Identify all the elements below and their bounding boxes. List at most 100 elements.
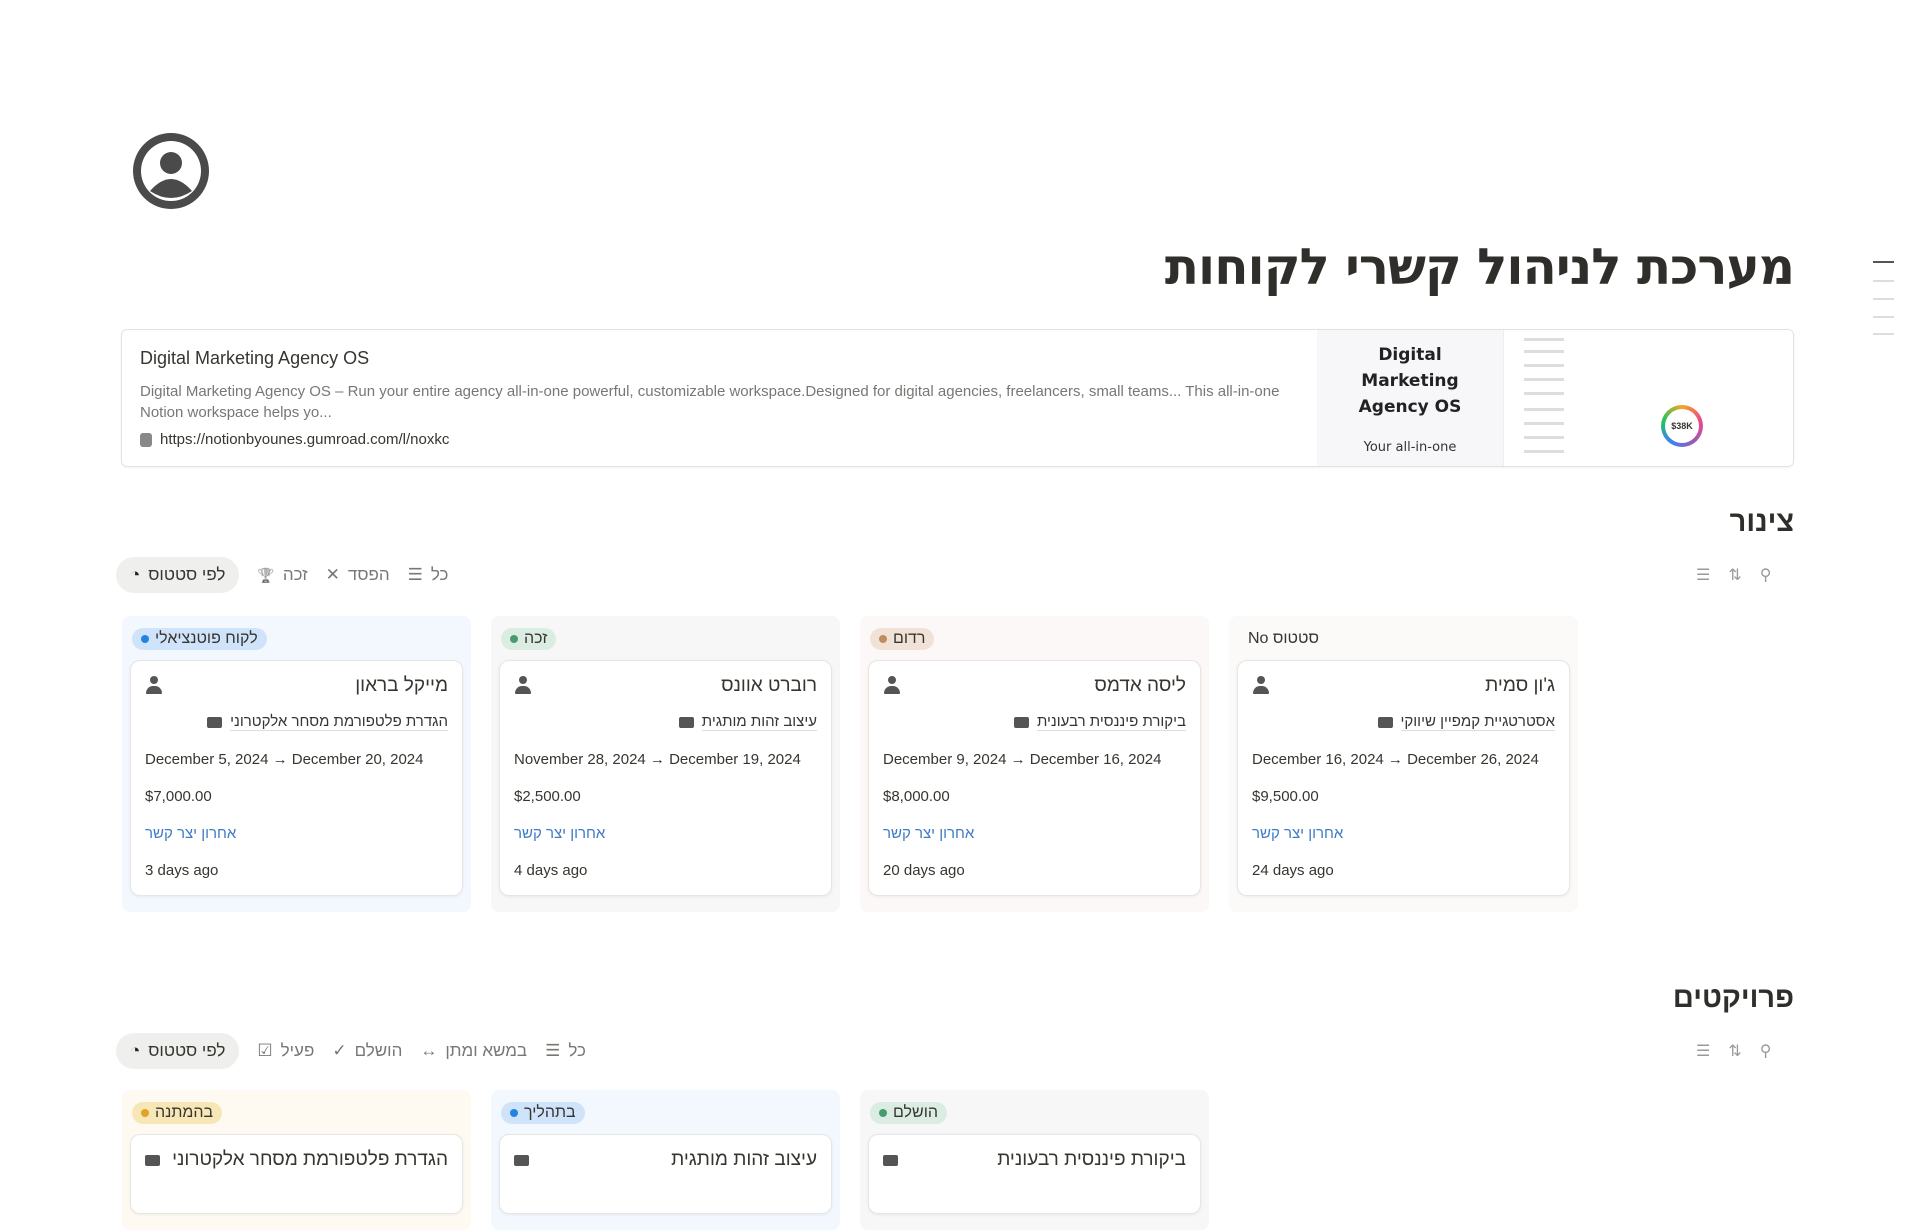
- status-dot-icon: [510, 635, 518, 643]
- board-card[interactable]: ליסה אדמס ביקורת פיננסית רבעונית Decembe…: [868, 660, 1201, 896]
- bookmark-preview-image: $38K: [1503, 330, 1793, 466]
- column-status-pill[interactable]: לקוח פוטנציאלי: [132, 628, 267, 650]
- column-status-pill[interactable]: הושלם: [870, 1102, 947, 1124]
- card-title: רוברט אוונס: [721, 675, 817, 696]
- pipeline-view-tabs: ◔ לפי סטטוס 🏆 זכה ✕ הפסד ☰ כל: [116, 555, 448, 595]
- card-project[interactable]: עיצוב זהות מותגית: [701, 713, 817, 731]
- folder-icon: [1377, 716, 1393, 728]
- view-tab-label: זכה: [282, 565, 308, 584]
- column-label: בתהליך: [524, 1104, 576, 1121]
- filter-icon[interactable]: ☰: [1696, 1043, 1711, 1060]
- sort-icon[interactable]: ⇅: [1728, 567, 1742, 584]
- outline-marker[interactable]: [1873, 316, 1894, 318]
- board-card[interactable]: ג'ון סמית אסטרטגיית קמפיין שיווקי Decemb…: [1237, 660, 1570, 896]
- view-tab-label: כל: [430, 565, 449, 584]
- favicon-icon: [140, 432, 152, 447]
- status-dot-icon: [141, 1109, 149, 1117]
- card-project[interactable]: ביקורת פיננסית רבעונית: [1036, 713, 1186, 731]
- folder-icon: [145, 1154, 160, 1166]
- column-label: הושלם: [893, 1104, 938, 1121]
- card-title: הגדרת פלטפורמת מסחר אלקטרוני: [172, 1149, 448, 1170]
- outline-marker[interactable]: [1873, 261, 1894, 263]
- view-tab[interactable]: ☑ פעיל: [257, 1041, 314, 1061]
- arrows-icon: ↔: [420, 1041, 438, 1060]
- card-amount: $2,500.00: [514, 788, 581, 805]
- view-tab[interactable]: ✓ הושלם: [332, 1041, 402, 1061]
- view-tab[interactable]: ☰ כל: [545, 1041, 586, 1061]
- outline-marker[interactable]: [1873, 333, 1894, 335]
- board-card[interactable]: עיצוב זהות מותגית: [499, 1134, 832, 1214]
- outline-marker[interactable]: [1873, 280, 1894, 282]
- projects-actions: ☰ ⇅ ⚲: [1696, 1041, 1771, 1061]
- view-tab-label: לפי סטטוס: [148, 565, 226, 584]
- card-last-contact-label: אחרון יצר קשר: [883, 825, 975, 842]
- bookmark-description: Digital Marketing Agency OS – Run your e…: [140, 383, 1280, 421]
- status-icon: ◔: [130, 565, 141, 584]
- outline-marker[interactable]: [1873, 298, 1894, 300]
- board-card[interactable]: הגדרת פלטפורמת מסחר אלקטרוני: [130, 1134, 463, 1214]
- board-column: זכה רוברט אוונס עיצוב זהות מותגית Novemb…: [491, 616, 840, 912]
- column-label: רדום: [893, 630, 926, 647]
- board-card[interactable]: ביקורת פיננסית רבעונית: [868, 1134, 1201, 1214]
- column-status-pill[interactable]: בהמתנה: [132, 1102, 223, 1124]
- view-tab[interactable]: ☰ כל: [408, 565, 449, 585]
- card-dates: November 28, 2024 → December 19, 2024: [514, 751, 801, 768]
- x-icon: ✕: [325, 565, 340, 584]
- column-label: לקוח פוטנציאלי: [155, 630, 258, 647]
- person-icon: [145, 676, 163, 696]
- board-card[interactable]: מייקל בראון הגדרת פלטפורמת מסחר אלקטרוני…: [130, 660, 463, 896]
- card-dates: December 5, 2024 → December 20, 2024: [145, 751, 424, 768]
- folder-icon: [678, 716, 694, 728]
- trophy-icon: 🏆: [257, 566, 275, 583]
- folder-icon: [883, 1154, 898, 1166]
- view-tab-label: פעיל: [280, 1041, 315, 1060]
- card-amount: $7,000.00: [145, 788, 212, 805]
- checkbox-icon: ☑: [257, 1041, 273, 1060]
- status-icon: ◔: [130, 1041, 141, 1060]
- view-tab[interactable]: ↔ במשא ומתן: [420, 1041, 527, 1061]
- bookmark-url[interactable]: https://notionbyounes.gumroad.com/l/noxk…: [160, 431, 450, 448]
- pipeline-board: לקוח פוטנציאלי מייקל בראון הגדרת פלטפורמ…: [122, 616, 1578, 912]
- view-tab[interactable]: 🏆 זכה: [257, 565, 307, 585]
- board-column: לקוח פוטנציאלי מייקל בראון הגדרת פלטפורמ…: [122, 616, 471, 912]
- board-column: No סטטוס ג'ון סמית אסטרטגיית קמפיין שיוו…: [1229, 616, 1578, 912]
- search-icon[interactable]: ⚲: [1759, 567, 1772, 584]
- card-project[interactable]: הגדרת פלטפורמת מסחר אלקטרוני: [230, 713, 448, 731]
- list-icon: ☰: [407, 565, 423, 584]
- projects-board: בהמתנה הגדרת פלטפורמת מסחר אלקטרוני בתהליך…: [122, 1090, 1209, 1230]
- pipeline-heading: צינור: [1729, 506, 1794, 538]
- board-column: בתהליך עיצוב זהות מותגית: [491, 1090, 840, 1230]
- person-icon: [883, 676, 901, 696]
- card-title: ביקורת פיננסית רבעונית: [997, 1149, 1186, 1170]
- column-status-pill[interactable]: זכה: [501, 628, 557, 650]
- card-amount: $8,000.00: [883, 788, 950, 805]
- bookmark-card[interactable]: Digital Marketing Agency OS Digital Mark…: [121, 329, 1794, 467]
- pipeline-actions: ☰ ⇅ ⚲: [1696, 565, 1771, 585]
- column-status-pill[interactable]: רדום: [870, 628, 935, 650]
- sort-icon[interactable]: ⇅: [1728, 1043, 1742, 1060]
- card-title: מייקל בראון: [355, 675, 448, 696]
- filter-icon[interactable]: ☰: [1696, 567, 1711, 584]
- search-icon[interactable]: ⚲: [1759, 1043, 1772, 1060]
- column-status-pill[interactable]: בתהליך: [501, 1102, 585, 1124]
- card-last-contact-value: 24 days ago: [1252, 862, 1334, 879]
- board-card[interactable]: רוברט אוונס עיצוב זהות מותגית November 2…: [499, 660, 832, 896]
- view-tab[interactable]: ✕ הפסד: [326, 565, 390, 585]
- card-amount: $9,500.00: [1252, 788, 1319, 805]
- preview-value: $38K: [1665, 409, 1699, 443]
- folder-icon: [514, 1154, 529, 1166]
- view-tab[interactable]: ◔ לפי סטטוס: [116, 557, 240, 593]
- card-last-contact-label: אחרון יצר קשר: [1252, 825, 1344, 842]
- card-last-contact-value: 3 days ago: [145, 862, 219, 879]
- view-tab-label: לפי סטטוס: [148, 1041, 226, 1060]
- status-dot-icon: [510, 1109, 518, 1117]
- card-last-contact-value: 20 days ago: [883, 862, 965, 879]
- card-dates: December 16, 2024 → December 26, 2024: [1252, 751, 1539, 768]
- view-tab[interactable]: ◔ לפי סטטוס: [116, 1033, 240, 1069]
- card-project[interactable]: אסטרטגיית קמפיין שיווקי: [1400, 713, 1555, 731]
- view-tab-label: הפסד: [347, 565, 390, 584]
- card-last-contact-value: 4 days ago: [514, 862, 588, 879]
- folder-icon: [207, 716, 223, 728]
- folder-icon: [1013, 716, 1029, 728]
- column-status-pill[interactable]: No סטטוס: [1239, 628, 1328, 650]
